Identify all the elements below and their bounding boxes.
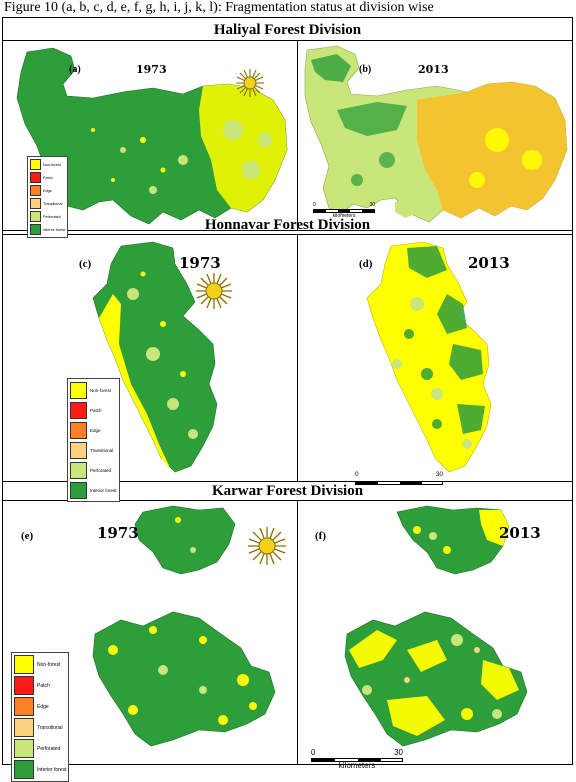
legend-swatch [14,760,34,779]
legend-label: Non-forest [43,162,61,167]
legend-swatch [14,676,34,695]
map-panel-a: (a) 1973 Non-forest Patch Edge Transitio… [3,40,297,238]
scale-bar: 0 30 kilometers [311,748,403,770]
divider [297,40,298,230]
legend-swatch [14,718,34,737]
legend-label: Non-forest [37,661,61,668]
panel-year: 1973 [179,254,221,272]
panel-year: 1973 [97,524,139,542]
panel-year: 2013 [499,524,541,542]
scale-end: 30 [435,471,443,478]
legend-swatch [14,697,34,716]
panel-label: (f) [315,530,326,542]
scale-unit: kilometers [332,213,356,219]
scale-start: 0 [313,202,316,208]
map-panel-f: (f) 2013 0 30 kilometers [297,500,573,770]
panel-label: (d) [359,258,373,270]
scale-end: 30 [394,748,403,757]
legend: Non-forest Patch Edge Transitional Perfo… [11,652,70,782]
legend-swatch [30,224,41,235]
divider [3,481,572,482]
figure-caption: Figure 10 (a, b, c, d, e, f, g, h, i, j,… [4,0,434,15]
panel-label: (a) [69,64,81,75]
scale-start: 0 [311,748,316,757]
panel-label: (e) [21,530,34,542]
map-panel-e: (e) 1973 Non-forest Patch Edge Transitio… [3,500,297,782]
legend-swatch [30,211,41,222]
panel-label: (b) [359,64,372,75]
legend-label: Patch [43,175,53,180]
scale-start: 0 [355,471,359,478]
compass-icon [196,273,232,309]
compass-icon [248,527,286,565]
legend-label: Patch [90,407,102,413]
legend-label: Interior forest [43,227,66,232]
compass-icon [236,69,264,97]
map-panel-d: (d) 2013 0 30 [297,234,573,485]
panel-label: (c) [79,258,92,270]
legend-label: Perforated [43,214,61,219]
legend: Non-forest Patch Edge Transitional Perfo… [67,378,120,502]
legend-swatch [70,381,87,399]
map-panel-c: (c) 1973 Non-forest Patch Edge Transitio… [3,234,297,502]
legend-swatch [70,401,87,419]
division-title-honnavar: Honnavar Forest Division [204,217,371,233]
legend-label: Perforated [90,467,112,473]
panel-year: 1973 [136,63,167,76]
legend-label: Transitional [43,201,63,206]
scale-bar: 0 30 [355,471,443,485]
scale-end: 30 [369,202,375,208]
divider [297,500,298,764]
legend-label: Perforated [37,745,61,752]
legend-swatch [70,481,87,499]
map-haliyal-1973 [16,47,288,225]
legend-label: Transitional [37,724,63,731]
legend-swatch [30,172,41,183]
divider [3,230,572,231]
map-haliyal-2013 [304,45,568,223]
panel-year: 2013 [418,63,449,76]
legend-label: Patch [37,682,50,689]
legend-label: Transitional [90,447,114,453]
panel-year: 2013 [468,254,510,272]
legend-swatch [70,441,87,459]
legend-label: Non-forest [90,387,112,393]
legend-swatch [14,739,34,758]
map-panel-b: (b) 2013 0 30 kilometers [297,40,573,230]
scale-unit: kilometers [338,761,376,770]
map-honnavar-1973 [92,241,218,473]
scale-bar: 0 30 kilometers [313,202,375,219]
legend-swatch [70,461,87,479]
legend-swatch [70,421,87,439]
divider [3,500,572,501]
division-title-haliyal: Haliyal Forest Division [213,22,362,38]
legend: Non-forest Patch Edge Transitional Perfo… [27,156,69,238]
division-title-karwar: Karwar Forest Division [211,483,364,499]
legend-label: Interior forest [90,487,117,493]
legend-label: Edge [37,703,49,710]
map-karwar-1973 [92,505,276,747]
legend-swatch [30,185,41,196]
divider [3,234,572,235]
legend-label: Edge [43,188,52,193]
legend-swatch [30,198,41,209]
figure-frame: Haliyal Forest Division Honnavar Forest … [2,17,573,782]
divider [3,40,572,41]
legend-label: Interior forest [37,766,67,773]
map-honnavar-2013 [366,241,492,473]
legend-swatch [14,655,34,674]
divider [297,234,298,481]
legend-swatch [30,159,41,170]
legend-label: Edge [90,427,101,433]
map-karwar-2013 [344,505,528,747]
